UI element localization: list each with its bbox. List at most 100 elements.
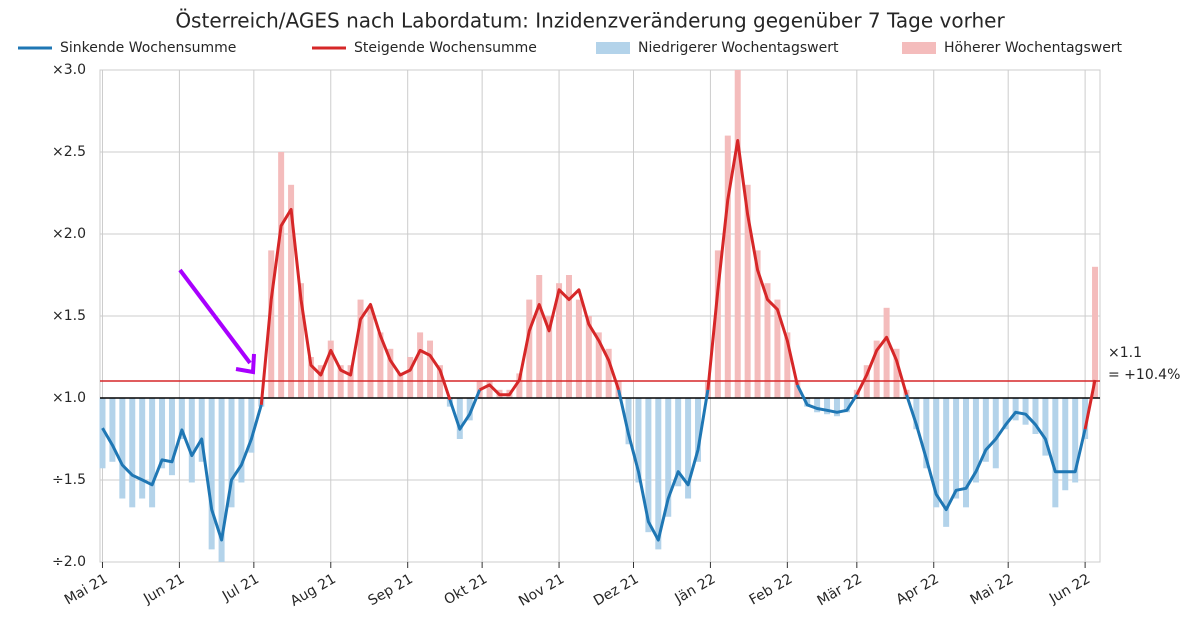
bar xyxy=(1052,398,1059,508)
bar xyxy=(1022,398,1029,425)
bar xyxy=(139,398,146,499)
bar xyxy=(168,398,175,476)
reference-label: ×1.1 xyxy=(1108,345,1142,361)
bar xyxy=(1072,398,1079,483)
bar xyxy=(744,184,751,398)
bar xyxy=(516,373,523,398)
bar xyxy=(188,398,195,483)
bar xyxy=(456,398,463,439)
legend-swatch xyxy=(596,42,630,54)
bar xyxy=(228,398,235,508)
bar xyxy=(278,152,285,398)
bar xyxy=(595,332,602,398)
bar xyxy=(585,316,592,398)
arrow-head xyxy=(235,353,256,375)
bar xyxy=(357,299,364,398)
bar xyxy=(655,398,662,550)
bar xyxy=(268,250,275,398)
chart-title: Österreich/AGES nach Labordatum: Inziden… xyxy=(175,9,1005,33)
bar xyxy=(1002,398,1009,430)
bar xyxy=(397,373,404,398)
arrow xyxy=(178,268,252,365)
x-tick-label: Nov 21 xyxy=(516,571,567,610)
bar xyxy=(665,398,672,517)
legend-swatch xyxy=(902,42,936,54)
bar xyxy=(208,398,215,550)
bar xyxy=(198,398,205,462)
bar xyxy=(933,398,940,508)
bar xyxy=(417,332,424,398)
bar xyxy=(774,299,781,398)
overlay xyxy=(178,268,256,375)
bar xyxy=(367,307,374,398)
bar xyxy=(734,70,741,398)
line xyxy=(101,384,1087,542)
bar xyxy=(675,398,682,487)
bar xyxy=(972,398,979,483)
bar xyxy=(1032,398,1039,434)
bar xyxy=(923,398,930,469)
bar xyxy=(407,357,414,398)
bar xyxy=(635,398,642,483)
bar xyxy=(794,381,801,398)
bar xyxy=(982,398,989,462)
bar xyxy=(724,135,731,398)
bar xyxy=(1082,398,1089,439)
bar xyxy=(814,398,821,413)
bar xyxy=(913,398,920,430)
bar xyxy=(149,398,156,508)
bar xyxy=(297,283,304,398)
bar xyxy=(327,340,334,398)
bar xyxy=(129,398,136,508)
bar xyxy=(546,316,553,398)
bar xyxy=(466,398,473,421)
x-tick-label: Jun 21 xyxy=(140,571,187,607)
bar xyxy=(953,398,960,499)
bar xyxy=(575,299,582,398)
bar xyxy=(883,307,890,398)
bar xyxy=(536,275,543,398)
line xyxy=(259,139,1097,430)
lines xyxy=(100,139,1100,542)
bar xyxy=(377,332,384,398)
bar xyxy=(714,250,721,398)
x-tick-label: Mai 21 xyxy=(62,571,111,608)
x-tick-label: Jän 22 xyxy=(672,571,719,607)
bar xyxy=(526,299,533,398)
bar xyxy=(625,398,632,445)
bar xyxy=(387,348,394,398)
bar xyxy=(695,398,702,462)
bar xyxy=(843,398,850,413)
bar xyxy=(486,381,493,398)
legend-label: Sinkende Wochensumme xyxy=(60,40,236,56)
bar xyxy=(99,398,106,469)
bar xyxy=(109,398,116,462)
x-tick-label: Feb 22 xyxy=(747,571,796,608)
bar xyxy=(178,398,185,439)
bar xyxy=(288,184,295,398)
bar xyxy=(1062,398,1069,491)
bar xyxy=(893,348,900,398)
x-tick-label: Mär 22 xyxy=(815,571,865,609)
reference-label: = +10.4% xyxy=(1108,367,1180,383)
grid xyxy=(99,69,1101,568)
bar xyxy=(556,283,563,398)
legend-label: Niedrigerer Wochentagswert xyxy=(638,40,839,56)
bar xyxy=(784,332,791,398)
bar xyxy=(238,398,245,483)
y-tick-label: ×2.5 xyxy=(52,144,86,160)
bar xyxy=(685,398,692,499)
bar xyxy=(159,398,166,469)
y-tick-label: ×3.0 xyxy=(52,62,86,78)
bar xyxy=(307,357,314,398)
bar xyxy=(605,348,612,398)
x-tick-label: Jun 22 xyxy=(1046,571,1093,607)
bar xyxy=(824,398,831,415)
bar xyxy=(1012,398,1019,421)
bar xyxy=(873,340,880,398)
bar xyxy=(248,398,255,453)
bar xyxy=(963,398,970,508)
y-tick-label: ÷2.0 xyxy=(52,554,86,570)
